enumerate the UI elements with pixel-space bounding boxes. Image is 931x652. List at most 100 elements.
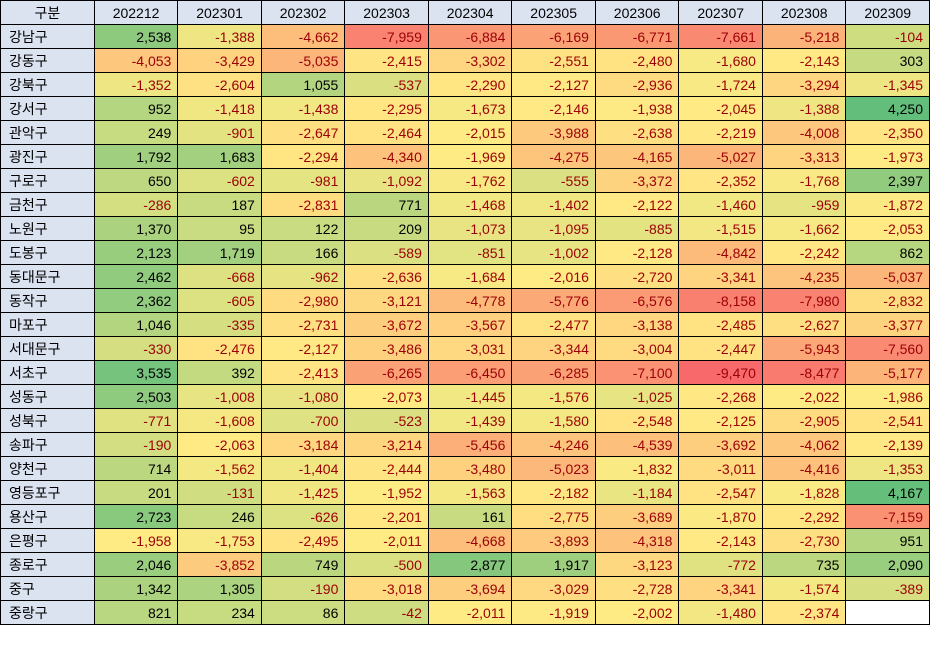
heat-cell: -4,008 <box>761 120 847 145</box>
heat-cell: -3,377 <box>845 312 930 337</box>
heat-cell: -1,580 <box>511 408 596 433</box>
heat-cell: -2,728 <box>594 576 680 601</box>
heat-cell: -7,159 <box>845 504 930 529</box>
table-row: 송파구 -190 -2,063 -3,184 -3,214 -5,456 -4,246 -4,… <box>0 432 930 457</box>
heat-cell: -1,025 <box>594 384 680 409</box>
heat-cell: -602 <box>177 168 262 193</box>
heat-cell: -2,415 <box>344 48 429 73</box>
heat-cell: -1,445 <box>427 384 513 409</box>
row-label: 도봉구 <box>0 240 95 265</box>
heat-cell: 1,917 <box>511 552 596 577</box>
heat-cell: -2,832 <box>845 288 930 313</box>
heat-cell: 234 <box>177 600 262 625</box>
table-row: 종로구 2,046 -3,852 749 -500 2,877 1,917 -3,123 -77… <box>0 552 930 577</box>
heat-cell: -1,439 <box>427 408 513 433</box>
heat-cell: 1,683 <box>177 144 262 169</box>
heat-cell: -3,214 <box>344 432 429 457</box>
heat-cell: 862 <box>845 240 930 265</box>
heat-cell: -4,318 <box>594 528 680 553</box>
heat-cell: -5,177 <box>845 360 930 385</box>
heat-cell: -3,672 <box>344 312 429 337</box>
heat-cell: -2,485 <box>678 312 763 337</box>
table-row: 구로구 650 -602 -981 -1,092 -1,762 -555 -3,372 -2,3… <box>0 168 930 193</box>
heat-cell: -4,340 <box>344 144 429 169</box>
heat-cell: -2,352 <box>678 168 763 193</box>
heat-cell: -3,031 <box>427 336 513 361</box>
heat-cell: 1,305 <box>177 576 262 601</box>
heatmap-table: 구분 202212 202301 202302 202303 202304 202305 2… <box>0 0 930 625</box>
heat-cell: -3,689 <box>594 504 680 529</box>
heat-cell: -7,959 <box>344 24 429 49</box>
heat-cell: -4,842 <box>678 240 763 265</box>
heat-cell: -4,246 <box>511 432 596 457</box>
heat-cell: -771 <box>93 408 179 433</box>
table-row: 용산구 2,723 246 -626 -2,201 161 -2,775 -3,689 -1,8… <box>0 504 930 529</box>
heat-cell: -5,037 <box>845 264 930 289</box>
heat-cell: -3,429 <box>177 48 262 73</box>
heat-cell: -2,604 <box>177 72 262 97</box>
heat-cell: 201 <box>93 480 179 505</box>
heat-cell: 735 <box>761 552 847 577</box>
heat-cell: -500 <box>344 552 429 577</box>
heat-cell: 86 <box>260 600 346 625</box>
table-row: 성동구 2,503 -1,008 -1,080 -2,073 -1,445 -1,576 -1… <box>0 384 930 409</box>
heat-cell: -5,035 <box>260 48 346 73</box>
heat-cell: -4,539 <box>594 432 680 457</box>
heat-cell: -131 <box>177 480 262 505</box>
heat-cell: 1,055 <box>260 72 346 97</box>
heat-cell: -190 <box>93 432 179 457</box>
heat-cell: -3,692 <box>678 432 763 457</box>
table-row: 관악구 249 -901 -2,647 -2,464 -2,015 -3,988 -2,638… <box>0 120 930 145</box>
heat-cell: -9,470 <box>678 360 763 385</box>
column-header: 202212 <box>93 0 179 25</box>
heat-cell: -4,416 <box>761 456 847 481</box>
heat-cell: -555 <box>511 168 596 193</box>
heat-cell: -4,053 <box>93 48 179 73</box>
heat-cell: -3,480 <box>427 456 513 481</box>
row-label: 광진구 <box>0 144 95 169</box>
heat-cell: -6,265 <box>344 360 429 385</box>
heat-cell: -1,468 <box>427 192 513 217</box>
heat-cell: -1,724 <box>678 72 763 97</box>
heat-cell: -3,294 <box>761 72 847 97</box>
heat-cell: -3,313 <box>761 144 847 169</box>
heat-cell: -2,447 <box>678 336 763 361</box>
heat-cell: -1,388 <box>761 96 847 121</box>
row-label: 은평구 <box>0 528 95 553</box>
heat-cell: -1,515 <box>678 216 763 241</box>
row-label: 종로구 <box>0 552 95 577</box>
heat-cell: 1,792 <box>93 144 179 169</box>
heat-cell: -2,182 <box>511 480 596 505</box>
heat-cell: -2,413 <box>260 360 346 385</box>
heat-cell: 2,046 <box>93 552 179 577</box>
row-label: 마포구 <box>0 312 95 337</box>
heat-cell: -1,872 <box>845 192 930 217</box>
column-header: 202303 <box>344 0 429 25</box>
heat-cell: -2,011 <box>344 528 429 553</box>
heat-cell: -2,541 <box>845 408 930 433</box>
table-row: 금천구 -286 187 -2,831 771 -1,468 -1,402 -2,122 -1,… <box>0 192 930 217</box>
heat-cell: -1,345 <box>845 72 930 97</box>
heat-cell: -1,008 <box>177 384 262 409</box>
heat-cell: -2,905 <box>761 408 847 433</box>
heat-cell: -3,138 <box>594 312 680 337</box>
heat-cell: -6,169 <box>511 24 596 49</box>
heat-cell: -2,143 <box>761 48 847 73</box>
heat-cell: 1,046 <box>93 312 179 337</box>
row-label: 성동구 <box>0 384 95 409</box>
heat-cell: -537 <box>344 72 429 97</box>
heat-cell: -1,684 <box>427 264 513 289</box>
heat-cell: 303 <box>845 48 930 73</box>
column-header: 202309 <box>845 0 930 25</box>
row-label: 강동구 <box>0 48 95 73</box>
heat-cell: -335 <box>177 312 262 337</box>
heat-cell: -7,100 <box>594 360 680 385</box>
heat-cell: -5,943 <box>761 336 847 361</box>
heat-cell: -2,638 <box>594 120 680 145</box>
heat-cell: -1,768 <box>761 168 847 193</box>
heat-cell: -2,002 <box>594 600 680 625</box>
heat-cell: -2,011 <box>427 600 513 625</box>
heat-cell: -2,477 <box>511 312 596 337</box>
heat-cell: 2,877 <box>427 552 513 577</box>
heat-cell: -2,775 <box>511 504 596 529</box>
